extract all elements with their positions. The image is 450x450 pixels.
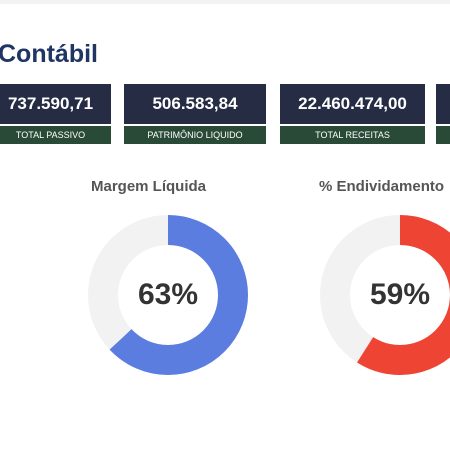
gauge-margem-liquida: 63% xyxy=(88,215,248,375)
gauge-endividamento: 59% xyxy=(320,215,450,375)
kpi-value: 506.583,84 xyxy=(124,84,266,124)
kpi-card-total-receitas: 22.460.474,00 TOTAL RECEITAS xyxy=(280,84,425,144)
kpi-card-patrimonio-liquido: 506.583,84 PATRIMÔNIO LIQUIDO xyxy=(124,84,266,144)
gauge-percent-label: 63% xyxy=(137,278,199,311)
kpi-card-total-passivo: 737.590,71 TOTAL PASSIVO xyxy=(0,84,111,144)
kpi-label-partial xyxy=(436,126,450,144)
kpi-label: PATRIMÔNIO LIQUIDO xyxy=(124,126,266,144)
donut-chart xyxy=(88,215,248,375)
kpi-value: 22.460.474,00 xyxy=(280,84,425,124)
kpi-card-partial xyxy=(436,84,450,144)
gauge-title-margem-liquida: Margem Líquida xyxy=(91,178,207,195)
donut-chart xyxy=(320,215,450,375)
donut-arc xyxy=(88,215,248,375)
kpi-label: TOTAL PASSIVO xyxy=(0,126,111,144)
gauge-title-endividamento: % Endividamento xyxy=(319,178,445,195)
page-title: Contábil xyxy=(0,40,98,68)
kpi-value-partial xyxy=(436,84,450,124)
kpi-value: 737.590,71 xyxy=(0,84,111,124)
donut-arc xyxy=(320,215,450,375)
kpi-label: TOTAL RECEITAS xyxy=(280,126,425,144)
top-border xyxy=(0,0,450,4)
gauge-percent-label: 59% xyxy=(369,278,431,311)
